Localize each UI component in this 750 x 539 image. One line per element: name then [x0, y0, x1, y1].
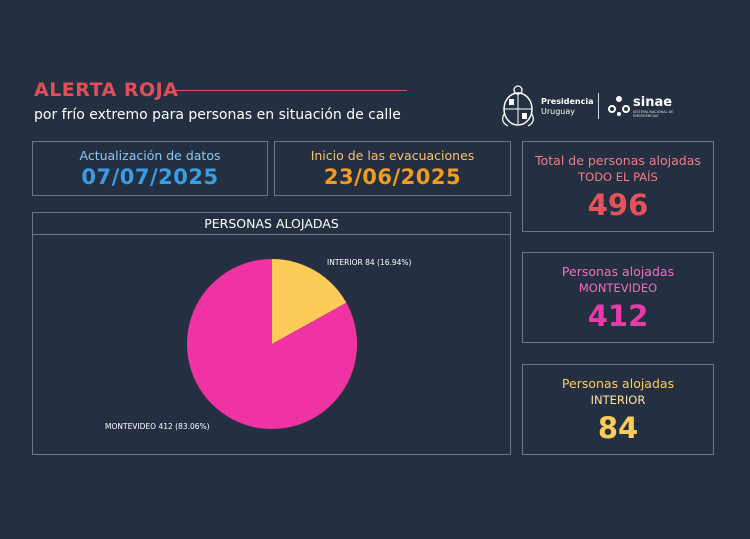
sinae-logo-text: sinae	[633, 95, 673, 110]
total-stat-card: Total de personas alojadas TODO EL PAÍS …	[522, 141, 714, 232]
uruguay-seal-icon	[502, 85, 534, 127]
pie-slice-montevideo	[186, 259, 357, 429]
sinae-logo-icon	[608, 96, 630, 116]
evacuation-start-card: Inicio de las evacuaciones 23/06/2025	[274, 141, 511, 196]
interior-stat-sublabel: INTERIOR	[590, 393, 646, 407]
presidencia-logo-text: Presidencia Uruguay	[541, 97, 594, 116]
sinae-logo-subtext: SISTEMA NACIONAL DE EMERGENCIAS	[633, 110, 674, 118]
interior-stat-card: Personas alojadas INTERIOR 84	[522, 364, 714, 455]
logo-separator	[598, 93, 599, 119]
pie-label-interior: INTERIOR 84 (16.94%)	[327, 258, 412, 267]
pie-chart	[186, 259, 357, 429]
update-date-card: Actualización de datos 07/07/2025	[32, 141, 268, 196]
alert-title: ALERTA ROJA	[34, 79, 179, 101]
update-date-value: 07/07/2025	[81, 165, 219, 189]
update-date-label: Actualización de datos	[79, 148, 221, 163]
montevideo-stat-value: 412	[587, 299, 649, 333]
header-logos: Presidencia Uruguay sinae SISTEMA NACION…	[500, 84, 690, 128]
montevideo-stat-card: Personas alojadas MONTEVIDEO 412	[522, 252, 714, 343]
montevideo-stat-sublabel: MONTEVIDEO	[578, 281, 658, 295]
interior-stat-value: 84	[597, 411, 639, 445]
pie-chart-panel: PERSONAS ALOJADAS INTERIOR 84 (16.94%) M…	[32, 212, 511, 455]
evacuation-start-value: 23/06/2025	[323, 165, 462, 189]
pie-chart-title: PERSONAS ALOJADAS	[33, 213, 510, 235]
pie-label-montevideo: MONTEVIDEO 412 (83.06%)	[105, 422, 210, 431]
title-divider	[175, 90, 407, 91]
interior-stat-label: Personas alojadas	[561, 376, 675, 391]
total-stat-value: 496	[587, 188, 649, 222]
total-stat-sublabel: TODO EL PAÍS	[578, 170, 658, 184]
montevideo-stat-label: Personas alojadas	[561, 264, 675, 279]
alert-subtitle: por frío extremo para personas en situac…	[34, 107, 401, 123]
evacuation-start-label: Inicio de las evacuaciones	[310, 148, 475, 163]
total-stat-label: Total de personas alojadas	[535, 153, 701, 168]
pie-slice-interior	[272, 259, 347, 344]
